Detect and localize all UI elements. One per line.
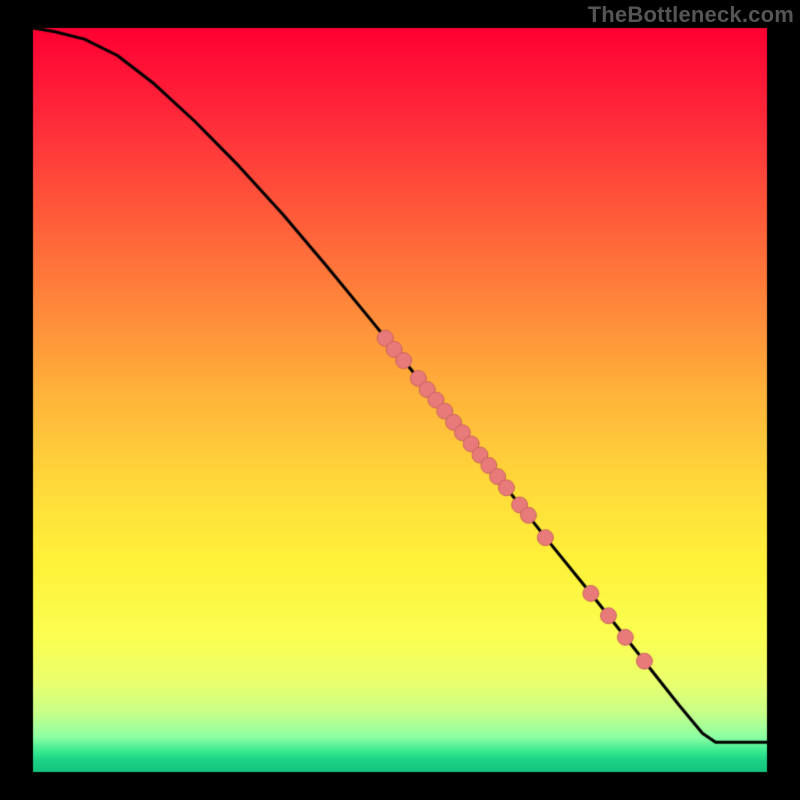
chart-canvas bbox=[0, 0, 800, 800]
watermark-label: TheBottleneck.com bbox=[588, 2, 794, 28]
chart-stage: TheBottleneck.com bbox=[0, 0, 800, 800]
